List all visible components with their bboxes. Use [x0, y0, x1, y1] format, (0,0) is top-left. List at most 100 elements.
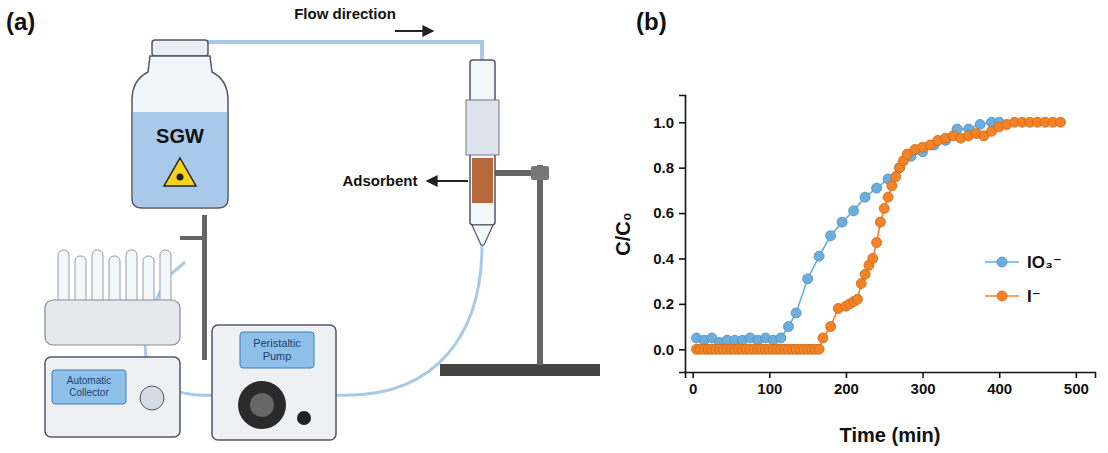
y-tick: 1.0 [653, 114, 685, 131]
data-point [814, 344, 824, 354]
x-tick-label: 200 [834, 380, 859, 397]
plot-area [691, 117, 1065, 354]
x-tick-label: 100 [757, 380, 782, 397]
adsorbent-bed [472, 158, 493, 203]
pump-label: PeristalticPump [253, 337, 301, 362]
x-tick-label: 0 [689, 380, 697, 397]
rack [45, 300, 180, 345]
axis-line [679, 96, 686, 373]
y-tick: 0.0 [653, 341, 685, 358]
adsorbent-label: Adsorbent [343, 172, 418, 189]
x-tick-mark [1076, 372, 1078, 378]
data-point [803, 274, 813, 284]
bottle-water [133, 112, 227, 207]
pump-head [238, 381, 286, 429]
data-point [791, 308, 801, 318]
data-point [860, 269, 870, 279]
diagram: Flow direction SGW Adsorbent PeristalticPum… [45, 5, 600, 440]
y-axis: 0.0 0.2 0.4 0.6 0.8 1.0 [653, 96, 685, 373]
x-tick-mark [999, 372, 1001, 378]
axis-line [686, 373, 1096, 379]
y-axis-title: C/C₀ [612, 212, 634, 255]
x-tick-mark [922, 372, 924, 378]
collector-knob [140, 386, 164, 410]
data-point [875, 217, 885, 227]
panel-label: (a) [6, 8, 35, 35]
x-tick: 500 [1064, 372, 1089, 397]
data-point [849, 206, 859, 216]
y-tick-label: 0.0 [653, 341, 674, 358]
flow-label: Flow direction [294, 5, 396, 22]
y-tick-mark [679, 122, 685, 124]
reservoir-label: SGW [156, 125, 204, 147]
x-tick: 400 [987, 372, 1012, 397]
x-tick-mark [692, 372, 694, 378]
y-tick-label: 0.8 [653, 159, 674, 176]
data-point [879, 204, 889, 214]
stand-base [440, 364, 600, 376]
x-tick-label: 400 [987, 380, 1012, 397]
x-tick: 100 [757, 372, 782, 397]
column-band [466, 100, 499, 155]
y-tick-mark [679, 258, 685, 260]
data-point [868, 253, 878, 263]
x-tick: 0 [689, 372, 697, 397]
y-tick-label: 0.2 [653, 295, 674, 312]
clamp-knob [531, 166, 549, 180]
data-point [776, 333, 786, 343]
radiation-sign [177, 174, 184, 181]
collector [45, 357, 180, 437]
y-tick: 0.2 [653, 295, 685, 312]
data-point [860, 192, 870, 202]
y-tick-mark [679, 349, 685, 351]
y-tick-mark [679, 167, 685, 169]
collector-screen [52, 370, 126, 404]
x-tick: 200 [834, 372, 859, 397]
data-point [783, 322, 793, 332]
x-tick-label: 300 [911, 380, 936, 397]
data-point [872, 238, 882, 248]
y-tick-mark [679, 304, 685, 306]
collector-arm [180, 236, 206, 240]
x-axis-title: Time (min) [840, 424, 941, 446]
y-tick-mark [679, 213, 685, 215]
y-tick: 0.8 [653, 159, 685, 176]
x-axis: 0 100 200 300 400 500 [686, 372, 1096, 397]
pump-knob [297, 411, 311, 425]
series-line [696, 122, 1060, 349]
data-point [856, 278, 866, 288]
data-point [826, 322, 836, 332]
data-point [818, 333, 828, 343]
flow-arrow [395, 30, 432, 32]
pump [212, 325, 336, 440]
column-tip [472, 225, 493, 245]
series-line [696, 122, 999, 342]
adsorbent-arrow [428, 180, 468, 182]
y-tick-label: 1.0 [653, 114, 674, 131]
legend: IO₃⁻ I⁻ [985, 253, 1062, 306]
bottle-cap [152, 40, 208, 56]
data-point [814, 251, 824, 261]
data-point [852, 294, 862, 304]
y-tick: 0.4 [653, 250, 685, 267]
data-point [883, 192, 893, 202]
data-point [872, 183, 882, 193]
collector-label: AutomaticCollector [67, 375, 111, 398]
x-tick-label: 500 [1064, 380, 1089, 397]
y-tick-label: 0.4 [653, 250, 675, 267]
y-tick-label: 0.6 [653, 204, 674, 221]
legend-label: IO₃⁻ [1027, 253, 1062, 272]
data-point [837, 217, 847, 227]
data-point [826, 231, 836, 241]
stand-pole [537, 165, 543, 365]
data-point [975, 120, 985, 130]
bottle [132, 56, 228, 208]
legend-marker [997, 291, 1007, 301]
x-tick: 300 [911, 372, 936, 397]
figure: (a) (b) Flow direction SGW Adsorbent Peristal… [0, 0, 1108, 453]
panel-label: (b) [636, 8, 667, 35]
y-tick: 0.6 [653, 204, 685, 221]
data-point [1056, 117, 1066, 127]
legend-label: I⁻ [1027, 287, 1041, 306]
data-point [887, 181, 897, 191]
